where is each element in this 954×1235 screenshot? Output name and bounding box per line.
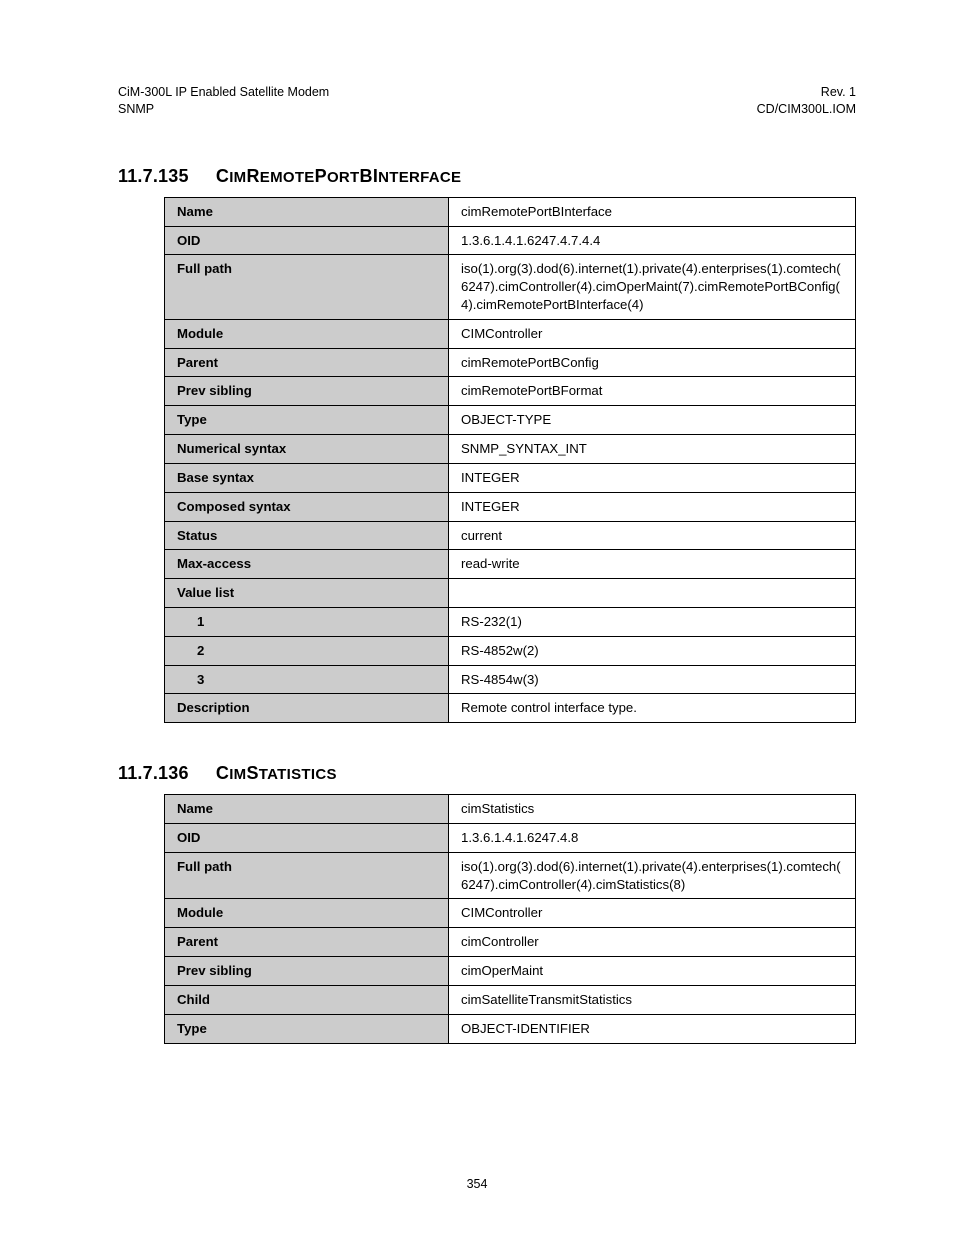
row-label: Name — [165, 795, 449, 824]
row-label: Prev sibling — [165, 957, 449, 986]
row-label: Type — [165, 406, 449, 435]
row-value: cimController — [449, 928, 856, 957]
header-right-line1: Rev. 1 — [757, 84, 856, 101]
table-row: ParentcimRemotePortBConfig — [165, 348, 856, 377]
row-label: Max-access — [165, 550, 449, 579]
section-heading-1: 11.7.135 CIMREMOTEPORTBINTERFACE — [118, 166, 856, 187]
row-label: Full path — [165, 852, 449, 899]
definition-table-1-body: NamecimRemotePortBInterfaceOID1.3.6.1.4.… — [165, 197, 856, 722]
table-row: Value list — [165, 579, 856, 608]
section-title-2: CIMSTATISTICS — [216, 763, 337, 783]
row-value: read-write — [449, 550, 856, 579]
header-right-line2: CD/CIM300L.IOM — [757, 101, 856, 118]
page-number: 354 — [0, 1177, 954, 1191]
row-value — [449, 579, 856, 608]
table-row: ModuleCIMController — [165, 319, 856, 348]
section-heading-2: 11.7.136 CIMSTATISTICS — [118, 763, 856, 784]
table-row: TypeOBJECT-IDENTIFIER — [165, 1014, 856, 1043]
table-row: Numerical syntaxSNMP_SYNTAX_INT — [165, 435, 856, 464]
table-row: Composed syntaxINTEGER — [165, 492, 856, 521]
row-label: Parent — [165, 348, 449, 377]
definition-table-2-body: NamecimStatisticsOID1.3.6.1.4.1.6247.4.8… — [165, 795, 856, 1043]
row-value: cimRemotePortBFormat — [449, 377, 856, 406]
row-label: Parent — [165, 928, 449, 957]
table-row: NamecimRemotePortBInterface — [165, 197, 856, 226]
row-label: Name — [165, 197, 449, 226]
definition-table-1: NamecimRemotePortBInterfaceOID1.3.6.1.4.… — [164, 197, 856, 723]
row-label: Value list — [165, 579, 449, 608]
row-value: cimRemotePortBConfig — [449, 348, 856, 377]
row-value: RS-4854w(3) — [449, 665, 856, 694]
row-value: 1.3.6.1.4.1.6247.4.8 — [449, 824, 856, 853]
row-label: OID — [165, 824, 449, 853]
row-value: cimOperMaint — [449, 957, 856, 986]
row-label: Full path — [165, 255, 449, 319]
row-value: OBJECT-TYPE — [449, 406, 856, 435]
row-label: Base syntax — [165, 463, 449, 492]
row-value: OBJECT-IDENTIFIER — [449, 1014, 856, 1043]
header-right: Rev. 1 CD/CIM300L.IOM — [757, 84, 856, 118]
section-title-1: CIMREMOTEPORTBINTERFACE — [216, 166, 461, 186]
row-label: Numerical syntax — [165, 435, 449, 464]
row-value: 1.3.6.1.4.1.6247.4.7.4.4 — [449, 226, 856, 255]
row-label: Composed syntax — [165, 492, 449, 521]
table-row: 1RS-232(1) — [165, 607, 856, 636]
table-row: OID1.3.6.1.4.1.6247.4.8 — [165, 824, 856, 853]
page-header: CiM-300L IP Enabled Satellite Modem SNMP… — [118, 84, 856, 118]
table-row: ChildcimSatelliteTransmitStatistics — [165, 985, 856, 1014]
row-value: iso(1).org(3).dod(6).internet(1).private… — [449, 852, 856, 899]
header-left-line1: CiM-300L IP Enabled Satellite Modem — [118, 84, 329, 101]
table-row: Full pathiso(1).org(3).dod(6).internet(1… — [165, 255, 856, 319]
table-row: 2RS-4852w(2) — [165, 636, 856, 665]
row-value: cimStatistics — [449, 795, 856, 824]
table-row: NamecimStatistics — [165, 795, 856, 824]
table-row: OID1.3.6.1.4.1.6247.4.7.4.4 — [165, 226, 856, 255]
table-row: Prev siblingcimOperMaint — [165, 957, 856, 986]
table-row: Base syntaxINTEGER — [165, 463, 856, 492]
row-value: SNMP_SYNTAX_INT — [449, 435, 856, 464]
row-label: Child — [165, 985, 449, 1014]
table-row: Prev siblingcimRemotePortBFormat — [165, 377, 856, 406]
row-value: cimRemotePortBInterface — [449, 197, 856, 226]
header-left-line2: SNMP — [118, 101, 329, 118]
table-row: 3RS-4854w(3) — [165, 665, 856, 694]
table-row: ModuleCIMController — [165, 899, 856, 928]
table-row: Full pathiso(1).org(3).dod(6).internet(1… — [165, 852, 856, 899]
row-label: OID — [165, 226, 449, 255]
row-label: Prev sibling — [165, 377, 449, 406]
row-label: 3 — [165, 665, 449, 694]
row-label: 2 — [165, 636, 449, 665]
section-number-2: 11.7.136 — [118, 763, 189, 783]
header-left: CiM-300L IP Enabled Satellite Modem SNMP — [118, 84, 329, 118]
row-label: Type — [165, 1014, 449, 1043]
row-label: Status — [165, 521, 449, 550]
row-label: Module — [165, 899, 449, 928]
page: CiM-300L IP Enabled Satellite Modem SNMP… — [0, 0, 954, 1235]
table-row: Statuscurrent — [165, 521, 856, 550]
row-value: INTEGER — [449, 492, 856, 521]
row-value: CIMController — [449, 899, 856, 928]
table-row: Max-accessread-write — [165, 550, 856, 579]
row-value: Remote control interface type. — [449, 694, 856, 723]
row-value: current — [449, 521, 856, 550]
row-value: RS-4852w(2) — [449, 636, 856, 665]
row-value: INTEGER — [449, 463, 856, 492]
section-number-1: 11.7.135 — [118, 166, 189, 186]
row-value: iso(1).org(3).dod(6).internet(1).private… — [449, 255, 856, 319]
row-value: CIMController — [449, 319, 856, 348]
row-label: Module — [165, 319, 449, 348]
row-value: cimSatelliteTransmitStatistics — [449, 985, 856, 1014]
table-row: DescriptionRemote control interface type… — [165, 694, 856, 723]
table-row: ParentcimController — [165, 928, 856, 957]
row-label: 1 — [165, 607, 449, 636]
definition-table-2: NamecimStatisticsOID1.3.6.1.4.1.6247.4.8… — [164, 794, 856, 1043]
table-row: TypeOBJECT-TYPE — [165, 406, 856, 435]
row-value: RS-232(1) — [449, 607, 856, 636]
row-label: Description — [165, 694, 449, 723]
